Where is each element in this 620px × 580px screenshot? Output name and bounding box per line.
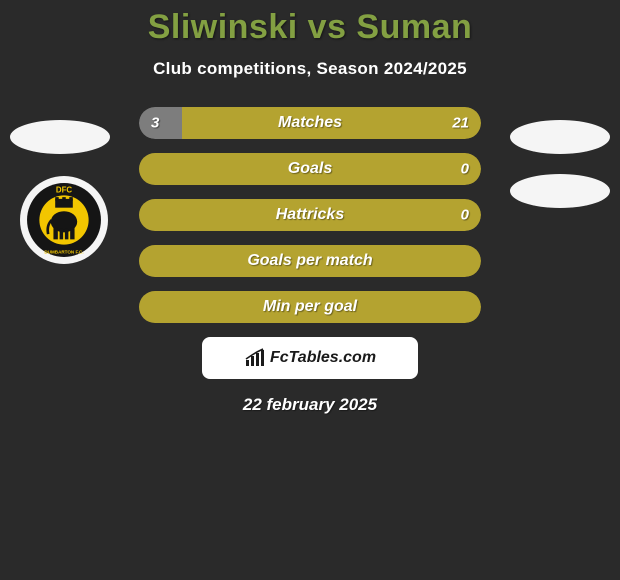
subtitle: Club competitions, Season 2024/2025	[0, 59, 620, 79]
stat-label: Min per goal	[263, 298, 357, 316]
player-right-oval-1	[510, 120, 610, 154]
date-label: 22 february 2025	[0, 395, 620, 415]
attribution-text: FcTables.com	[270, 349, 376, 367]
club-badge: DFC DUMBARTON F.C.	[20, 176, 108, 264]
stat-value-right: 0	[461, 207, 469, 224]
stat-row: Hattricks 0	[139, 199, 481, 231]
comparison-bars: Matches 3 21 Goals 0 Hattricks 0 Goals per matc…	[139, 107, 481, 323]
player-left-oval	[10, 120, 110, 154]
root: Sliwinski vs Suman Club competitions, Se…	[0, 0, 620, 415]
stat-row: Min per goal	[139, 291, 481, 323]
stat-value-right: 0	[461, 161, 469, 178]
player-right-oval-2	[510, 174, 610, 208]
attribution-chart-icon	[244, 348, 266, 368]
attribution: FcTables.com	[202, 337, 418, 379]
stat-label: Goals per match	[247, 252, 372, 270]
stat-value-left: 3	[151, 115, 159, 132]
stat-label: Hattricks	[276, 206, 344, 224]
stat-row: Matches 3 21	[139, 107, 481, 139]
stat-value-right: 21	[452, 115, 469, 132]
stat-row: Goals per match	[139, 245, 481, 277]
stat-row: Goals 0	[139, 153, 481, 185]
stat-label: Matches	[278, 114, 342, 132]
page-title: Sliwinski vs Suman	[0, 8, 620, 47]
stat-label: Goals	[288, 160, 332, 178]
svg-text:DFC: DFC	[56, 186, 73, 195]
svg-text:DUMBARTON F.C.: DUMBARTON F.C.	[44, 249, 83, 254]
stat-fill-left	[139, 107, 182, 139]
